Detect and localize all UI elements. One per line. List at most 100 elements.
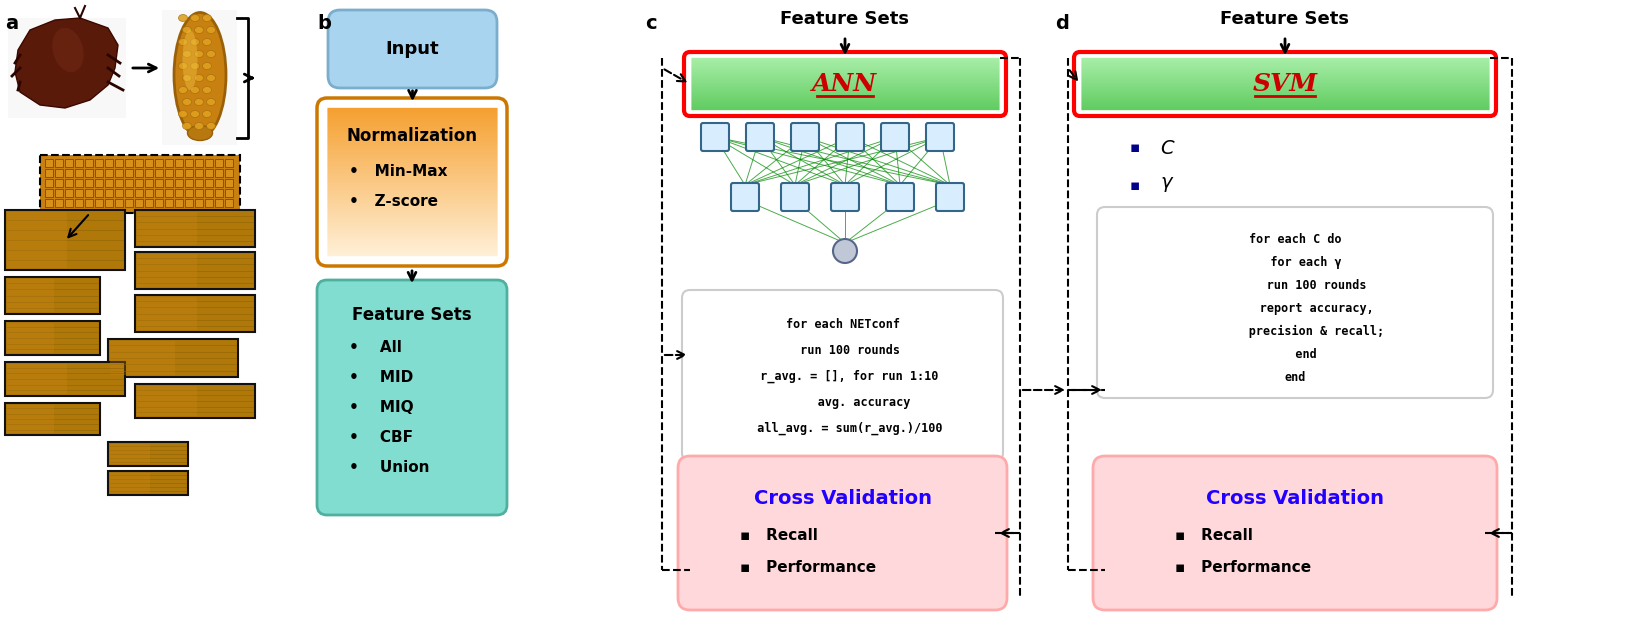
Bar	[5, 210, 125, 270]
Ellipse shape	[195, 51, 203, 58]
Text: for each NETconf: for each NETconf	[785, 318, 899, 331]
Ellipse shape	[183, 27, 191, 34]
Text: ▪   Performance: ▪ Performance	[1175, 561, 1312, 575]
Ellipse shape	[203, 86, 211, 93]
Bar	[135, 169, 144, 177]
Bar	[165, 199, 173, 207]
Bar	[175, 189, 183, 197]
Text: $C$: $C$	[1160, 138, 1175, 157]
Bar	[54, 189, 63, 197]
Text: d: d	[1054, 14, 1069, 33]
Text: Feature Sets: Feature Sets	[1221, 10, 1350, 28]
Text: ▪: ▪	[1130, 140, 1140, 156]
Text: report accuracy,: report accuracy,	[1216, 302, 1373, 315]
Text: precision & recall;: precision & recall;	[1206, 325, 1384, 338]
Bar	[155, 179, 163, 187]
Bar	[137, 254, 196, 287]
Bar	[205, 169, 213, 177]
Ellipse shape	[183, 30, 198, 90]
Text: •   Min-Max: • Min-Max	[350, 164, 447, 180]
Text: •    MID: • MID	[350, 370, 412, 385]
FancyBboxPatch shape	[317, 280, 507, 515]
Bar	[185, 179, 193, 187]
Bar	[165, 159, 173, 167]
Ellipse shape	[206, 74, 216, 81]
Ellipse shape	[183, 51, 191, 58]
Bar	[185, 189, 193, 197]
Bar	[175, 179, 183, 187]
FancyBboxPatch shape	[328, 10, 497, 88]
Bar	[185, 169, 193, 177]
Text: Normalization: Normalization	[346, 127, 477, 145]
Text: •    CBF: • CBF	[350, 429, 412, 444]
Bar	[205, 189, 213, 197]
Text: Feature Sets: Feature Sets	[780, 10, 909, 28]
Bar	[7, 405, 54, 433]
Bar	[74, 159, 82, 167]
Bar	[195, 189, 203, 197]
Bar	[64, 169, 73, 177]
Text: SVM: SVM	[1252, 72, 1317, 96]
FancyBboxPatch shape	[832, 183, 860, 211]
Bar	[175, 169, 183, 177]
Circle shape	[833, 239, 856, 263]
Text: for each γ: for each γ	[1249, 256, 1341, 269]
Bar	[107, 339, 238, 377]
Text: avg. accuracy: avg. accuracy	[776, 396, 911, 409]
Bar	[96, 179, 102, 187]
Ellipse shape	[183, 74, 191, 81]
Bar	[96, 159, 102, 167]
Ellipse shape	[178, 39, 188, 46]
Bar	[165, 179, 173, 187]
FancyBboxPatch shape	[1097, 207, 1493, 398]
Bar	[162, 10, 238, 145]
Bar	[175, 199, 183, 207]
Bar	[125, 199, 134, 207]
Bar	[107, 471, 188, 495]
Ellipse shape	[195, 27, 203, 34]
Bar	[116, 169, 124, 177]
Ellipse shape	[203, 39, 211, 46]
Ellipse shape	[195, 74, 203, 81]
FancyBboxPatch shape	[678, 456, 1006, 610]
Text: •    All: • All	[350, 340, 403, 354]
Bar	[137, 297, 196, 330]
Bar	[125, 169, 134, 177]
Text: ▪   Performance: ▪ Performance	[739, 561, 876, 575]
Text: end: end	[1284, 371, 1305, 384]
Bar	[106, 199, 112, 207]
Bar	[54, 159, 63, 167]
Bar	[64, 179, 73, 187]
Text: end: end	[1274, 348, 1317, 361]
Bar	[214, 169, 223, 177]
Bar	[45, 159, 53, 167]
Bar	[106, 159, 112, 167]
Bar	[165, 169, 173, 177]
Bar	[214, 189, 223, 197]
Text: r_avg. = [], for run 1:10: r_avg. = [], for run 1:10	[746, 370, 939, 384]
Bar	[224, 159, 233, 167]
Bar	[111, 444, 150, 464]
Ellipse shape	[178, 62, 188, 69]
Text: ▪   Recall: ▪ Recall	[1175, 528, 1252, 544]
Bar	[145, 159, 153, 167]
FancyBboxPatch shape	[1092, 456, 1497, 610]
Ellipse shape	[178, 86, 188, 93]
Ellipse shape	[206, 27, 216, 34]
Bar	[116, 159, 124, 167]
Bar	[8, 18, 125, 118]
Ellipse shape	[206, 123, 216, 130]
Bar	[205, 159, 213, 167]
Text: all_avg. = sum(r_avg.)/100: all_avg. = sum(r_avg.)/100	[742, 422, 942, 436]
Bar	[214, 199, 223, 207]
Bar	[86, 159, 92, 167]
Bar	[116, 199, 124, 207]
Bar	[107, 442, 188, 466]
Bar	[86, 189, 92, 197]
Text: run 100 rounds: run 100 rounds	[785, 344, 899, 357]
FancyBboxPatch shape	[926, 123, 954, 151]
Bar	[135, 179, 144, 187]
Bar	[7, 364, 68, 394]
Ellipse shape	[183, 98, 191, 105]
Ellipse shape	[206, 51, 216, 58]
